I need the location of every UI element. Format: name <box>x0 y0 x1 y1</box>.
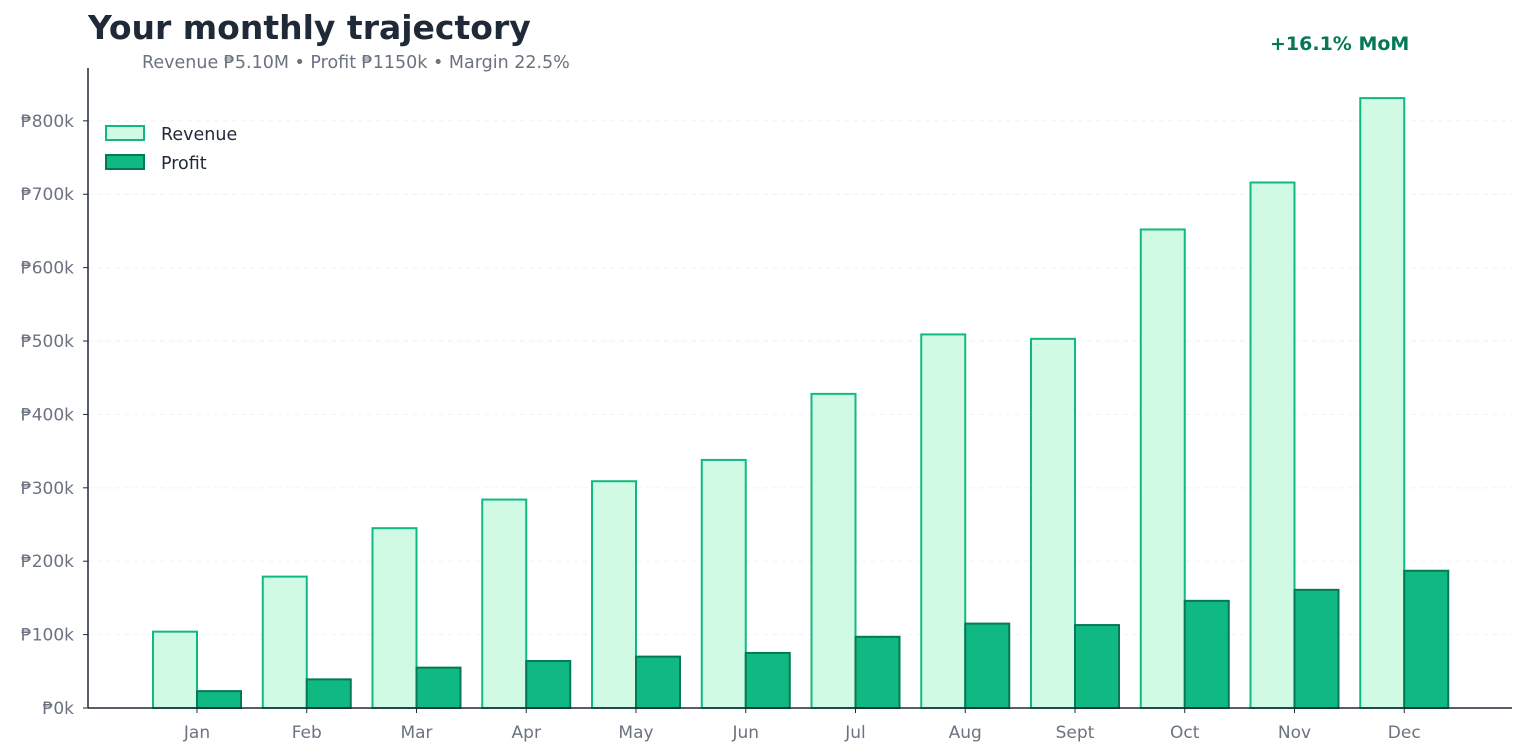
y-tick-label: ₱100k <box>21 626 74 646</box>
profit-bar <box>964 622 1011 709</box>
revenue-bar <box>152 630 198 710</box>
profit-bar <box>1074 624 1120 709</box>
profit-bar <box>305 678 352 710</box>
revenue-bar <box>920 333 967 709</box>
chart-subtitle: Revenue ₱5.10M • Profit ₱1150k • Margin … <box>142 53 570 73</box>
legend: Revenue Profit <box>105 125 237 174</box>
profit-bar <box>744 651 791 709</box>
legend-label-revenue: Revenue <box>161 125 237 145</box>
revenue-bar <box>1359 97 1406 710</box>
y-tick-label: ₱500k <box>21 332 74 352</box>
revenue-bar <box>481 498 528 709</box>
y-tick-label: ₱600k <box>21 259 74 279</box>
revenue-bar <box>1030 337 1076 709</box>
mom-change-annotation: +16.1% MoM <box>1270 33 1410 55</box>
y-tick-label: ₱300k <box>21 479 74 499</box>
x-tick-label: Mar <box>400 723 432 743</box>
profit-bar <box>415 666 462 710</box>
profit-bar <box>1293 588 1340 709</box>
chart-title: Your monthly trajectory <box>88 8 531 47</box>
profit-bar <box>1183 599 1230 710</box>
x-tick-label: Oct <box>1170 723 1200 743</box>
legend-swatch-profit <box>105 154 145 170</box>
x-tick-label: Feb <box>292 723 322 743</box>
y-tick-label: ₱700k <box>21 185 74 205</box>
revenue-bar <box>700 458 747 709</box>
profit-bar <box>1403 569 1450 710</box>
gridlines <box>88 120 1512 636</box>
x-tick-label: Dec <box>1388 723 1421 743</box>
revenue-bar <box>261 575 308 709</box>
revenue-bar <box>1249 181 1296 709</box>
y-tick-label: ₱200k <box>21 552 74 572</box>
y-tick-label: ₱800k <box>21 112 74 132</box>
revenue-bar <box>810 392 857 709</box>
tick-labels: ₱0k ₱100k ₱200k ₱300k ₱400k ₱500k ₱600k ₱700k ₱8… <box>21 112 1421 743</box>
profit-bar <box>854 635 901 709</box>
legend-swatch-revenue <box>105 125 145 141</box>
x-tick-label: Nov <box>1278 723 1311 743</box>
axes <box>87 68 1512 709</box>
x-tick-label: Sept <box>1056 723 1095 743</box>
profit-bar <box>196 690 242 709</box>
y-tick-label: ₱0k <box>43 699 75 719</box>
x-tick-label: Jan <box>183 723 210 743</box>
revenue-bar <box>591 480 637 709</box>
profit-bar <box>635 655 681 709</box>
x-tick-label: May <box>618 723 653 743</box>
revenue-bar <box>1139 228 1186 709</box>
y-tick-label: ₱400k <box>21 405 74 425</box>
x-tick-label: Jul <box>844 723 866 743</box>
revenue-bar <box>371 527 418 709</box>
x-tick-label: Apr <box>512 723 541 743</box>
x-tick-label: Jun <box>731 723 759 743</box>
bars <box>152 97 1450 710</box>
legend-label-profit: Profit <box>161 154 207 174</box>
profit-bar <box>525 660 572 710</box>
x-tick-label: Aug <box>949 723 982 743</box>
